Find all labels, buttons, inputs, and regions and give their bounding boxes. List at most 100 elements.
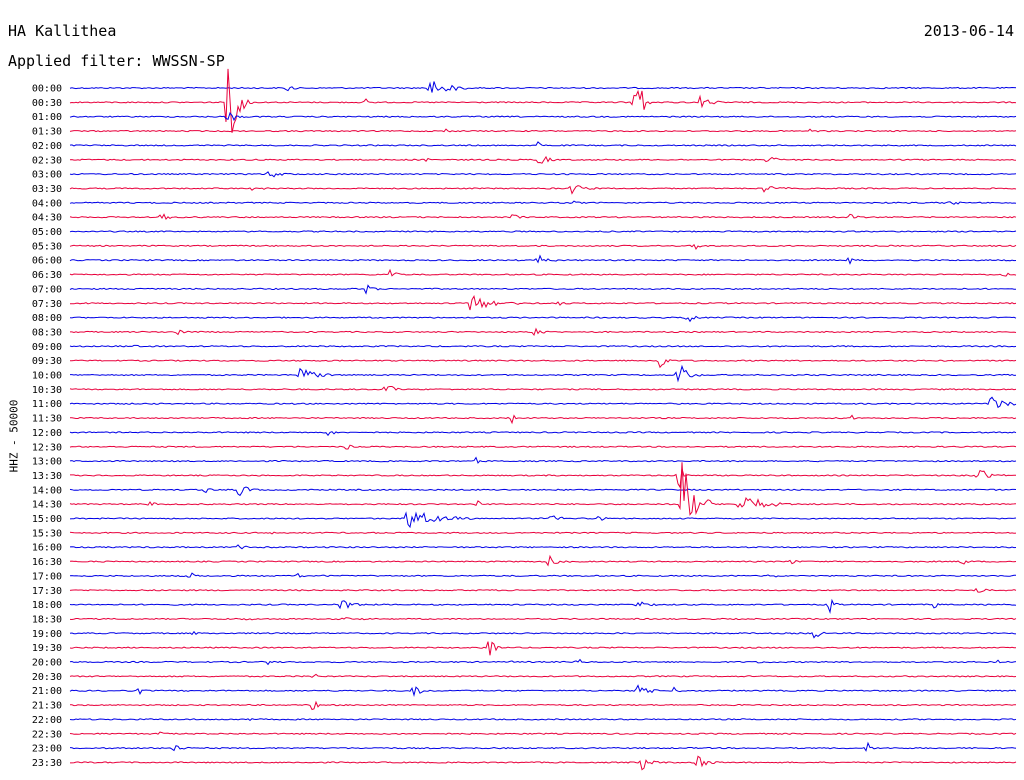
filter-label: Applied filter: WWSSN-SP [8,52,225,70]
tick-label: 20:00 [32,658,62,669]
trace-line [69,213,1017,221]
trace-line [69,386,1017,392]
tick-label: 14:30 [32,500,62,511]
trace-line [70,327,1017,337]
tick-label: 15:30 [32,528,62,539]
trace-line [69,641,1017,656]
trace-line [69,572,1016,578]
trace-line [69,431,1017,437]
trace-line [69,456,1017,464]
tick-label: 04:30 [32,213,62,224]
tick-label: 22:00 [32,715,62,726]
tick-label: 00:00 [32,84,62,95]
tick-label: 02:00 [32,141,62,152]
tick-label: 03:00 [32,170,62,181]
tick-label: 09:30 [32,356,62,367]
tick-label: 07:00 [32,284,62,295]
tick-label: 11:30 [32,414,62,425]
tick-label: 09:00 [32,342,62,353]
tick-label: 11:00 [32,399,62,410]
tick-label: 18:00 [32,600,62,611]
tick-label: 05:00 [32,227,62,238]
tick-label: 23:00 [32,744,62,755]
tick-label: 16:30 [32,557,62,568]
tick-label: 05:30 [32,241,62,252]
trace-group [69,68,1017,771]
trace-line [69,658,1017,666]
trace-line [69,684,1017,698]
trace-line [69,617,1017,621]
tick-label: 14:00 [32,485,62,496]
trace-line [69,462,1017,516]
tick-label: 06:00 [32,256,62,267]
trace-line [69,444,1017,450]
tick-label: 02:30 [32,155,62,166]
tick-label: 07:30 [32,299,62,310]
tick-label: 22:30 [32,729,62,740]
trace-line [69,128,1017,133]
trace-line [69,486,1017,497]
trace-line [69,396,1017,409]
tick-label: 00:30 [32,98,62,109]
trace-line [69,141,1017,147]
tick-label: 15:00 [32,514,62,525]
trace-line [69,587,1017,593]
trace-line [69,284,1017,295]
trace-line [70,294,1017,311]
tick-label: 20:30 [32,672,62,683]
trace-line [69,230,1017,233]
trace-line [69,414,1017,425]
record-date: 2013-06-14 [923,22,1014,40]
tick-label: 16:00 [32,543,62,554]
tick-label: 23:30 [32,758,62,769]
tick-label: 21:30 [32,701,62,712]
tick-label: 01:30 [32,127,62,138]
trace-line [69,531,1017,535]
tick-label: 08:30 [32,327,62,338]
trace-line [69,630,1017,639]
trace-line [69,111,1017,122]
tick-label: 10:30 [32,385,62,396]
trace-line [69,344,1017,348]
trace-line [69,544,1017,550]
tick-label: 06:30 [32,270,62,281]
tick-label-group: 00:00 00:30 01:00 01:30 02:00 02:30 03:00 03:30… [32,84,62,769]
trace-line [69,511,1017,529]
trace-line [69,598,1017,615]
tick-label: 18:30 [32,614,62,625]
trace-line [69,315,1017,323]
tick-label: 13:30 [32,471,62,482]
tick-label: 17:00 [32,571,62,582]
trace-line [69,700,1016,711]
trace-line [69,200,1017,205]
trace-line [70,468,1016,489]
tick-label: 13:00 [32,457,62,468]
station-name: HA Kallithea [8,22,117,40]
tick-label: 19:30 [32,643,62,654]
tick-label: 12:00 [32,428,62,439]
trace-line [70,755,1017,771]
trace-line [69,243,1017,251]
tick-label: 10:00 [32,371,62,382]
tick-label: 03:30 [32,184,62,195]
trace-line [70,364,1017,383]
trace-line [69,731,1017,735]
trace-line [69,741,1017,752]
tick-label: 04:00 [32,198,62,209]
tick-label: 12:30 [32,442,62,453]
tick-label: 21:00 [32,686,62,697]
trace-line [69,554,1017,567]
trace-line [69,268,1017,277]
trace-line [69,673,1017,678]
trace-line [69,185,1017,195]
tick-label: 17:30 [32,586,62,597]
tick-label: 19:00 [32,629,62,640]
trace-line [69,718,1017,722]
trace-line [69,81,1017,93]
trace-line [69,155,1017,164]
trace-line [69,359,1017,369]
tick-label: 08:00 [32,313,62,324]
trace-line [69,171,1017,178]
tick-label: 01:00 [32,112,62,123]
